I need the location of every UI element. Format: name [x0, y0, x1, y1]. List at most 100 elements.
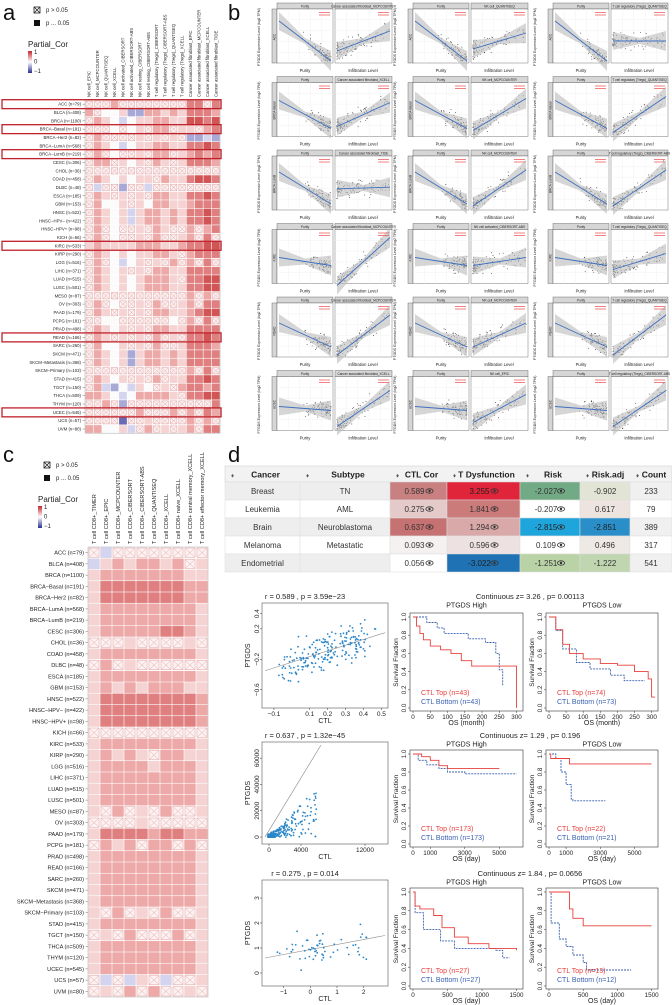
- heatmap-cell: [152, 141, 161, 150]
- heatmap-cell: [102, 425, 111, 433]
- row-label: CHOL (n=36): [55, 168, 81, 173]
- insignificant-cross-icon: [127, 200, 135, 208]
- heatmap-cell: [178, 158, 186, 167]
- data-point: [498, 404, 500, 406]
- data-point: [336, 198, 338, 200]
- heatmap-cell: [152, 333, 161, 342]
- heatmap-cell: [135, 141, 144, 150]
- insignificant-cross-icon: [111, 184, 119, 191]
- insignificant-cross-icon: [195, 300, 203, 308]
- data-point: [453, 417, 455, 419]
- data-point: [351, 111, 353, 113]
- insignificant-cross-icon: [85, 142, 93, 150]
- heatmap-cell: [211, 150, 220, 159]
- heatmap-cell: [186, 241, 195, 250]
- data-point: [484, 51, 486, 53]
- data-point: [352, 407, 354, 409]
- heatmap-cell: [110, 325, 119, 333]
- x-axis-label: Purity: [436, 215, 448, 220]
- heatmap-cell: [195, 383, 203, 392]
- x-axis-label: Infiltration Level: [348, 142, 377, 147]
- heatmap-cell: [211, 375, 220, 383]
- insignificant-cross-icon: [85, 408, 93, 416]
- heatmap-cell: [195, 200, 203, 208]
- data-point: [593, 271, 595, 273]
- facet-title: T cell regulatory (Tregs)_QUANTISEQ: [612, 225, 667, 229]
- heatmap-cell: [203, 233, 212, 242]
- heatmap-cell: [203, 108, 212, 117]
- data-point: [319, 188, 321, 190]
- facet-title: T cell regulatory (Tregs)_CIBERSORT-ABS: [609, 372, 670, 376]
- colorbar: [28, 51, 32, 73]
- insignificant-cross-icon: [119, 367, 127, 375]
- heatmap-cell: [135, 200, 144, 208]
- heatmap-cell: [161, 191, 170, 200]
- insignificant-cross-icon: [144, 159, 152, 166]
- insignificant-cross-icon: [119, 317, 127, 325]
- heatmap-cell: [203, 391, 212, 400]
- facet-title: NK cell_MCPCOUNTER: [482, 299, 517, 303]
- heatmap-cell: [152, 283, 161, 292]
- insignificant-cross-icon: [153, 367, 161, 375]
- heatmap-cell: [119, 341, 127, 350]
- data-point: [448, 268, 450, 269]
- heatmap-cell: [195, 175, 203, 183]
- row-label: UCEC (n=545): [53, 410, 82, 415]
- data-point: [582, 45, 584, 47]
- data-point: [637, 266, 639, 268]
- data-point: [352, 182, 354, 184]
- heatmap-cell: [161, 150, 170, 159]
- heatmap-cell: [152, 208, 161, 217]
- heatmap-cell: [119, 158, 127, 167]
- heatmap-cell: [195, 241, 203, 250]
- heatmap-cell: [211, 250, 220, 258]
- x-axis-label: Infiltration Level: [484, 436, 513, 441]
- insignificant-cross-icon: [203, 184, 211, 191]
- heatmap-cell: [203, 175, 212, 183]
- insignificant-cross-icon: [119, 292, 127, 300]
- insignificant-cross-icon: [178, 417, 186, 425]
- data-point: [448, 399, 450, 401]
- insignificant-cross-icon: [85, 342, 93, 350]
- heatmap-cell: [93, 200, 102, 208]
- data-point: [496, 340, 498, 342]
- insignificant-cross-icon: [161, 367, 169, 375]
- x-axis-label: Purity: [300, 436, 312, 441]
- insignificant-cross-icon: [94, 125, 102, 133]
- data-point: [643, 104, 645, 106]
- insignificant-cross-icon: [127, 400, 135, 408]
- insignificant-cross-icon: [119, 234, 127, 241]
- heatmap-cell: [93, 358, 102, 367]
- heatmap-cell: [195, 266, 203, 275]
- heatmap-cell: [161, 283, 170, 292]
- data-point: [370, 321, 372, 323]
- heatmap-cell: [127, 258, 136, 267]
- data-point: [642, 336, 644, 338]
- heatmap-cell: [102, 308, 111, 317]
- data-point: [580, 32, 582, 34]
- heatmap-cell: [178, 191, 186, 200]
- data-point: [312, 112, 314, 114]
- heatmap-cell: [195, 108, 203, 117]
- heatmap-cell: [178, 266, 186, 275]
- heatmap-cell: [135, 158, 144, 167]
- data-point: [628, 130, 629, 132]
- insignificant-cross-icon: [161, 100, 169, 108]
- heatmap-cell: [169, 250, 178, 258]
- heatmap-cell: [203, 358, 212, 367]
- insignificant-cross-icon: [161, 400, 169, 408]
- heatmap-cell: [169, 375, 178, 383]
- panel-label-c: c: [3, 442, 14, 467]
- heatmap-cell: [135, 250, 144, 258]
- heatmap-cell: [119, 116, 127, 125]
- data-point: [486, 332, 488, 334]
- x-axis-label: Infiltration Level: [348, 289, 377, 294]
- data-point: [631, 110, 633, 112]
- data-point: [443, 111, 445, 113]
- heatmap-cell: [135, 308, 144, 317]
- heatmap-cell: [144, 241, 153, 250]
- heatmap-cell: [161, 225, 170, 233]
- confidence-band: [473, 23, 526, 58]
- insignificant-cross-icon: [85, 209, 93, 216]
- data-point: [346, 54, 348, 56]
